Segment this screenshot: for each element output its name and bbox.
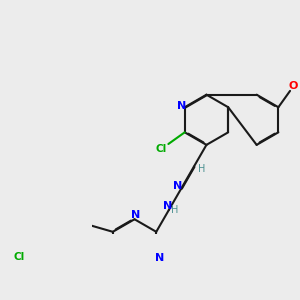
- Text: O: O: [289, 81, 298, 92]
- Text: Cl: Cl: [13, 252, 24, 262]
- Text: N: N: [177, 101, 186, 111]
- Text: H: H: [171, 205, 179, 215]
- Text: N: N: [163, 201, 172, 211]
- Text: H: H: [198, 164, 205, 174]
- Text: N: N: [131, 211, 140, 220]
- Text: Cl: Cl: [156, 144, 167, 154]
- Text: N: N: [173, 181, 182, 191]
- Text: N: N: [155, 253, 165, 263]
